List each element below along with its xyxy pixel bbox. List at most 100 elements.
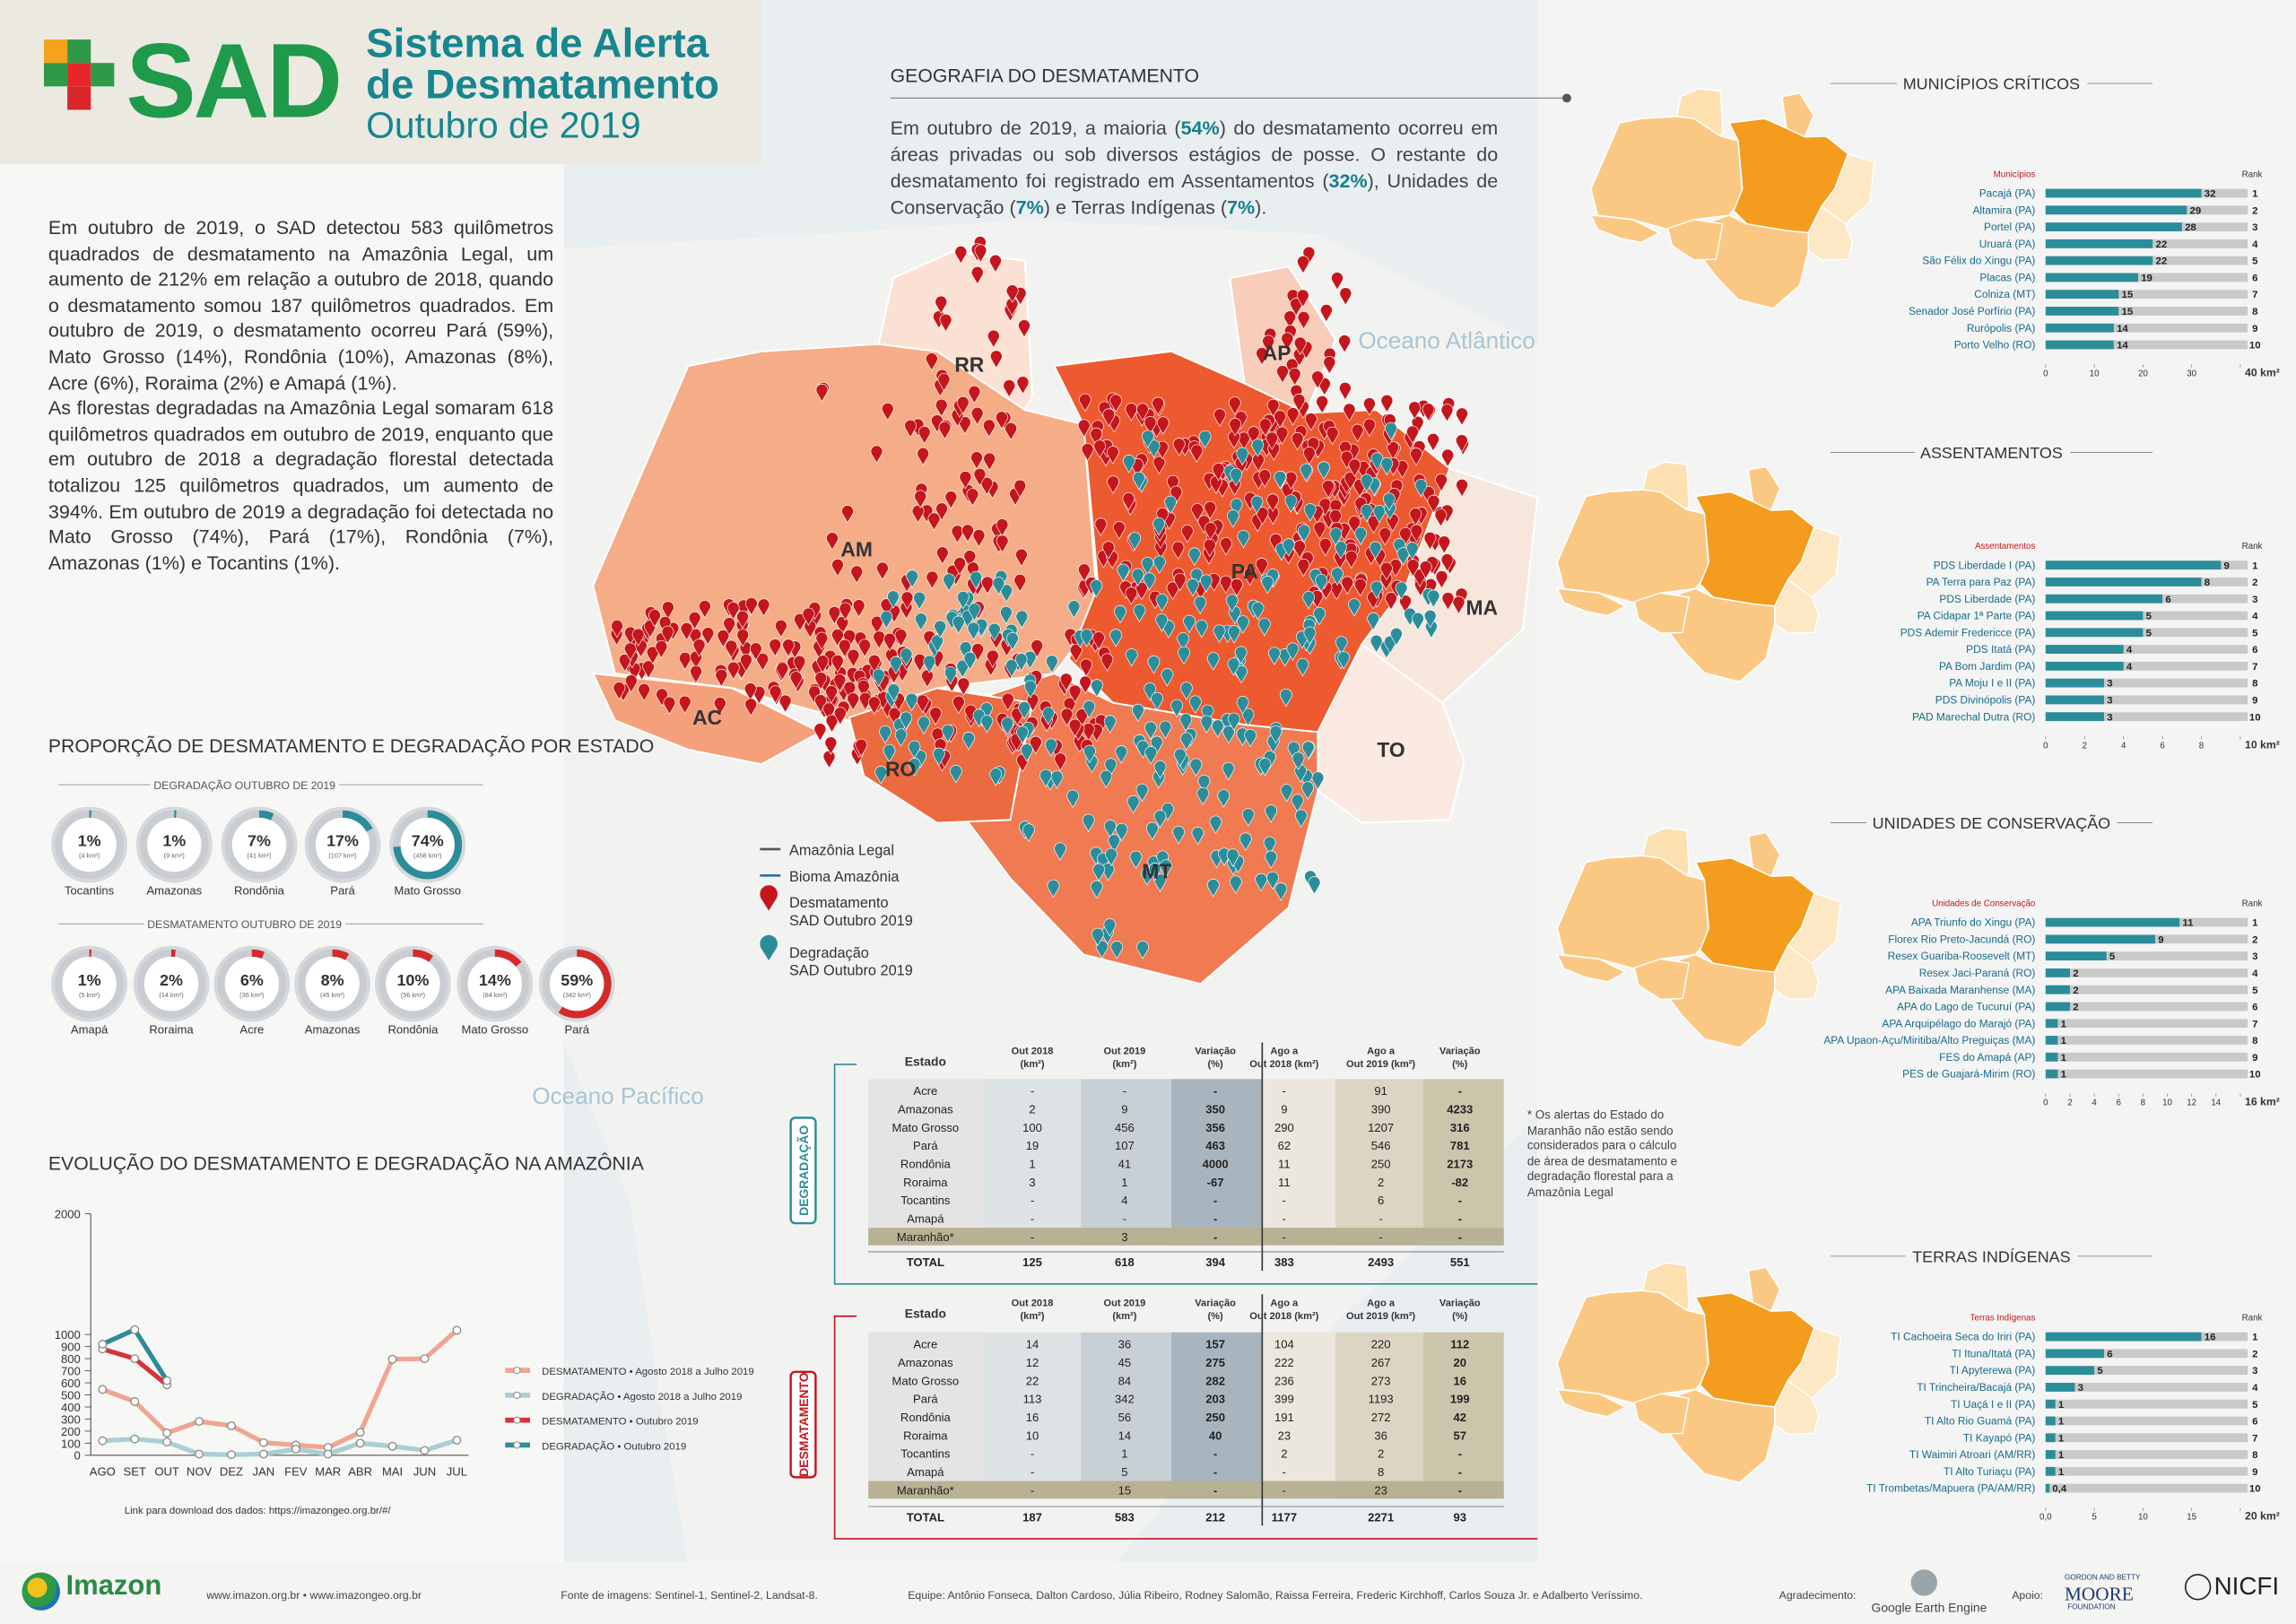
alert-pin <box>1077 419 1091 438</box>
donut-panel: DEGRADAÇÃO OUTUBRO DE 2019 1% (4 km²) Tocan… <box>51 775 615 1037</box>
alert-pin <box>1152 517 1165 536</box>
total-cell: 187 <box>1022 1510 1042 1524</box>
bar <box>2045 239 2153 248</box>
bar-value: 4 <box>2126 662 2133 673</box>
column-header: (km²) <box>1112 1059 1136 1070</box>
item-name: APA Upaon-Açu/Miritiba/Alto Preguiças (M… <box>1823 1034 2035 1046</box>
table-cell: 1 <box>1121 1447 1127 1461</box>
alert-pin <box>1257 618 1271 637</box>
table-cell: 236 <box>1274 1374 1294 1387</box>
donut-arc <box>393 810 463 880</box>
alert-pin <box>638 683 651 702</box>
bar-value: 1 <box>2058 1467 2065 1478</box>
column-header: Out 2018 <box>1012 1298 1054 1308</box>
alert-pin <box>1117 563 1130 583</box>
rank: 6 <box>2252 1417 2257 1428</box>
alert-pin <box>1292 393 1306 413</box>
donut-arc <box>558 949 612 1019</box>
table-cell: 275 <box>1205 1356 1225 1369</box>
alert-pin <box>935 295 948 315</box>
bar-value: 5 <box>2109 951 2116 962</box>
rank: 3 <box>2252 1366 2257 1376</box>
rank: 9 <box>2252 324 2257 334</box>
bar <box>2045 1466 2056 1476</box>
column-header: (%) <box>1207 1059 1223 1070</box>
alert-pin <box>1311 771 1325 790</box>
footer-thanks: Agradecimento: <box>1779 1588 1857 1602</box>
table-cell: 203 <box>1205 1393 1225 1406</box>
alert-pin <box>1108 834 1121 853</box>
alert-pin <box>1427 589 1440 608</box>
column-header: Estado <box>905 1055 946 1069</box>
alert-pin <box>1141 430 1154 448</box>
alert-pin <box>967 621 980 641</box>
table-cell: 91 <box>1374 1084 1387 1098</box>
series-point <box>227 1450 236 1460</box>
alert-pin <box>656 688 668 707</box>
alert-pin <box>1343 403 1356 422</box>
alert-pin <box>793 655 806 674</box>
item-name: TI Alto Turiaçu (PA) <box>1944 1465 2035 1478</box>
alert-pin <box>1456 407 1468 426</box>
alert-pin <box>1152 456 1166 475</box>
alert-pin <box>1339 382 1352 401</box>
title-line-1: Sistema de Alerta <box>366 20 709 66</box>
legend-label: SAD Outubro 2019 <box>789 913 913 929</box>
table-cell: 4 <box>1121 1194 1127 1207</box>
table-cell: 6 <box>1378 1194 1384 1207</box>
alert-pin <box>990 350 1003 369</box>
header-box <box>0 0 761 164</box>
bar <box>2045 917 2180 927</box>
bar-value: 6 <box>2165 595 2170 605</box>
alert-pin <box>1303 447 1316 465</box>
item-name: TI Ituna/Itatá (PA) <box>1952 1347 2035 1359</box>
alert-pin <box>1286 642 1300 661</box>
bar-track <box>2045 273 2248 282</box>
alert-pin <box>973 467 987 487</box>
legend-label: DESMATAMENTO • Agosto 2018 a Julho 2019 <box>542 1367 754 1377</box>
column-header: Ago a <box>1367 1298 1396 1308</box>
alert-pin <box>1301 741 1315 760</box>
alert-pin <box>1236 447 1249 466</box>
table-cell: - <box>1031 1230 1034 1244</box>
alert-pin <box>1303 503 1317 522</box>
alert-pin <box>1335 541 1347 560</box>
alert-pin <box>1178 646 1190 665</box>
alert-pin <box>980 715 994 734</box>
alert-pin <box>1133 471 1145 491</box>
alert-pin <box>1191 503 1204 522</box>
donut-value: 1% <box>162 832 186 850</box>
intro-paragraph: As florestas degradadas na Amazônia Lega… <box>48 396 554 574</box>
alert-pin <box>1066 789 1079 809</box>
legend-dot <box>513 1441 521 1449</box>
state-label: RR <box>954 353 984 377</box>
donut-area: (36 km²) <box>239 991 264 999</box>
row-label: Rondônia <box>900 1158 952 1171</box>
rank: 8 <box>2252 1450 2257 1461</box>
alert-pin <box>1301 781 1314 800</box>
alert-pin <box>1228 625 1240 644</box>
alert-pin <box>1361 473 1373 492</box>
alert-pin <box>1234 646 1248 664</box>
alert-pin <box>1390 479 1404 498</box>
alert-pin <box>1297 558 1310 578</box>
alert-pin <box>1179 713 1193 732</box>
alert-pin <box>1370 580 1383 600</box>
x-tick-label: 15 <box>2187 1513 2196 1523</box>
alert-pin <box>1164 495 1177 515</box>
rank-label: Rank <box>2242 1314 2263 1324</box>
table-cell: - <box>1378 1212 1382 1226</box>
rank: 1 <box>2252 189 2258 200</box>
evolution-title: EVOLUÇÃO DO DESMATAMENTO E DEGRADAÇÃO NA… <box>48 1151 644 1175</box>
alert-pin <box>894 728 908 747</box>
alert-pin <box>1298 524 1310 543</box>
rank: 2 <box>2252 934 2257 945</box>
rank: 1 <box>2252 1333 2258 1343</box>
alert-pin <box>1156 507 1170 526</box>
donut-category: Rondônia <box>387 1023 439 1037</box>
alert-pin <box>1380 456 1394 476</box>
alert-pin <box>1441 592 1455 611</box>
alert-pin <box>1203 538 1216 558</box>
alert-pin <box>1380 395 1394 413</box>
alert-pin <box>1054 752 1067 771</box>
